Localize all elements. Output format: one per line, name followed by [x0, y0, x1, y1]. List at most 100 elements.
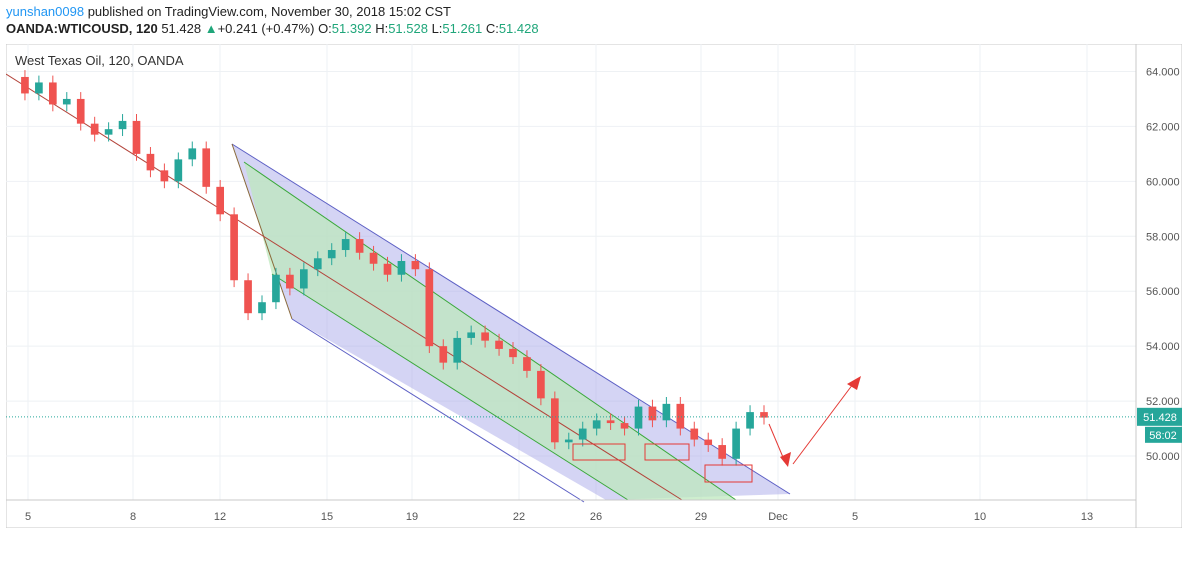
price-tick-label: 58.000 [1146, 231, 1180, 243]
candle-body [202, 148, 211, 187]
time-tick-label: 19 [406, 511, 418, 523]
candle-body [132, 120, 141, 154]
candle-body [411, 261, 420, 270]
candle-body [76, 98, 85, 124]
candle-body [746, 412, 754, 429]
symbol-label[interactable]: OANDA:WTICOUSD, 120 [6, 21, 158, 36]
channel-inner-lower-line [271, 273, 629, 501]
candle-body [104, 129, 113, 135]
candle-body [62, 98, 71, 105]
symbol-info-bar: OANDA:WTICOUSD, 120 51.428 ▲+0.241 (+0.4… [6, 21, 539, 36]
time-tick-label: 13 [1081, 511, 1093, 523]
candle-body [467, 332, 476, 338]
price-axis[interactable]: 50.000 52.000 54.000 56.000 58.000 60.000 62.0… [1137, 66, 1182, 463]
trend-line [5, 73, 683, 501]
time-tick-label: 10 [974, 511, 986, 523]
candle-body [732, 428, 740, 459]
candle-body [258, 302, 266, 314]
candle-body [592, 420, 601, 429]
candle-body [676, 403, 685, 429]
low-value: 51.261 [442, 21, 483, 36]
last-price-tag-label: 51.428 [1143, 412, 1177, 424]
time-tick-label: 22 [513, 511, 525, 523]
chart-frame[interactable]: 50.000 52.000 54.000 56.000 58.000 60.000 62.0… [5, 43, 1183, 529]
candle-body [662, 403, 671, 421]
time-tick-label: 29 [695, 511, 707, 523]
down-arrow-head [780, 452, 791, 467]
median-trend-line [5, 73, 683, 501]
candle-body [118, 120, 127, 130]
candle-body [146, 153, 155, 171]
high-label: H: [375, 21, 389, 36]
candle-body [481, 332, 489, 341]
channel-lower-line [291, 318, 585, 503]
candle-body [369, 252, 378, 264]
candle-body [634, 406, 643, 429]
close-value: 51.428 [498, 21, 539, 36]
time-tick-label: 12 [214, 511, 226, 523]
candle-body [174, 159, 183, 182]
candlestick-series [6, 70, 1136, 466]
candle-body [244, 280, 252, 314]
candle-body [537, 370, 545, 399]
chart-grid [6, 44, 1136, 500]
candle-body [550, 398, 559, 443]
pitchfork-handle [231, 143, 293, 320]
price-change: +0.241 (+0.47%) [217, 21, 315, 36]
countdown-tag [1145, 426, 1182, 443]
candle-body [425, 269, 434, 347]
price-tick-label: 50.000 [1146, 451, 1180, 463]
candle-body [453, 337, 462, 363]
price-tick-label: 60.000 [1146, 176, 1180, 188]
time-tick-label: 5 [852, 511, 858, 523]
time-tick-label: Dec [768, 511, 788, 523]
candle-body [509, 348, 517, 358]
candle-body [690, 428, 699, 440]
time-tick-label: 5 [25, 511, 31, 523]
price-tick-label: 54.000 [1146, 341, 1180, 353]
price-tick-label: 64.000 [1146, 66, 1180, 78]
candle-body [313, 258, 322, 270]
close-label: C: [485, 21, 499, 36]
low-label: L: [431, 21, 443, 36]
candle-body [286, 274, 294, 289]
candle-body [35, 82, 43, 94]
candle-body [564, 439, 573, 443]
up-arrow-head [847, 376, 861, 390]
last-price: 51.428 [161, 21, 202, 36]
price-tick-label: 56.000 [1146, 286, 1180, 298]
last-price-tag [1137, 407, 1182, 426]
time-axis[interactable]: 5 8 12 15 19 22 26 29 Dec 5 10 13 [25, 511, 1093, 523]
publish-info: yunshan0098 published on TradingView.com… [6, 4, 451, 19]
candle-body [90, 123, 99, 135]
price-chart[interactable]: 50.000 52.000 54.000 56.000 58.000 60.000 62.0… [5, 43, 1183, 529]
down-arrow-shaft [768, 423, 786, 463]
candle-body [188, 148, 197, 160]
candle-body [355, 239, 364, 253]
candle-body [397, 261, 406, 275]
high-value: 51.528 [388, 21, 428, 36]
candle-body [495, 340, 503, 349]
up-arrow-shaft [792, 383, 854, 465]
open-value: 51.392 [331, 21, 372, 36]
support-box [644, 443, 690, 461]
candle-body [620, 423, 629, 429]
time-tick-label: 15 [321, 511, 333, 523]
author-link[interactable]: yunshan0098 [6, 4, 85, 19]
candle-body [327, 250, 336, 259]
candle-body [48, 82, 57, 105]
candle-body [160, 170, 169, 182]
price-tick-label: 62.000 [1146, 121, 1180, 133]
candle-body [21, 76, 29, 94]
candle-body [216, 186, 225, 215]
countdown-tag-label: 58:02 [1149, 430, 1177, 442]
support-boxes [572, 443, 753, 483]
time-tick-label: 26 [590, 511, 602, 523]
candle-body [383, 263, 392, 275]
chart-title: West Texas Oil, 120, OANDA [15, 53, 184, 68]
triangle-up-icon: ▲ [204, 21, 218, 36]
support-box [572, 443, 626, 461]
projection-arrows [768, 376, 861, 467]
candle-body [578, 428, 587, 440]
candle-body [648, 406, 657, 421]
